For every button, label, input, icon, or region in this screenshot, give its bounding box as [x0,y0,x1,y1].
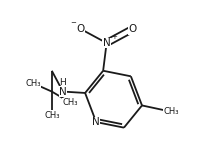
Text: O: O [128,24,137,34]
Text: N: N [92,117,100,127]
Text: CH₃: CH₃ [163,107,179,116]
Text: O: O [77,24,85,34]
Text: −: − [70,20,76,26]
Text: N: N [59,87,67,97]
Text: H: H [60,78,66,87]
Text: CH₃: CH₃ [63,98,78,107]
Text: N: N [103,38,111,48]
Text: CH₃: CH₃ [25,79,41,88]
Text: CH₃: CH₃ [44,111,60,120]
Text: +: + [111,34,117,40]
